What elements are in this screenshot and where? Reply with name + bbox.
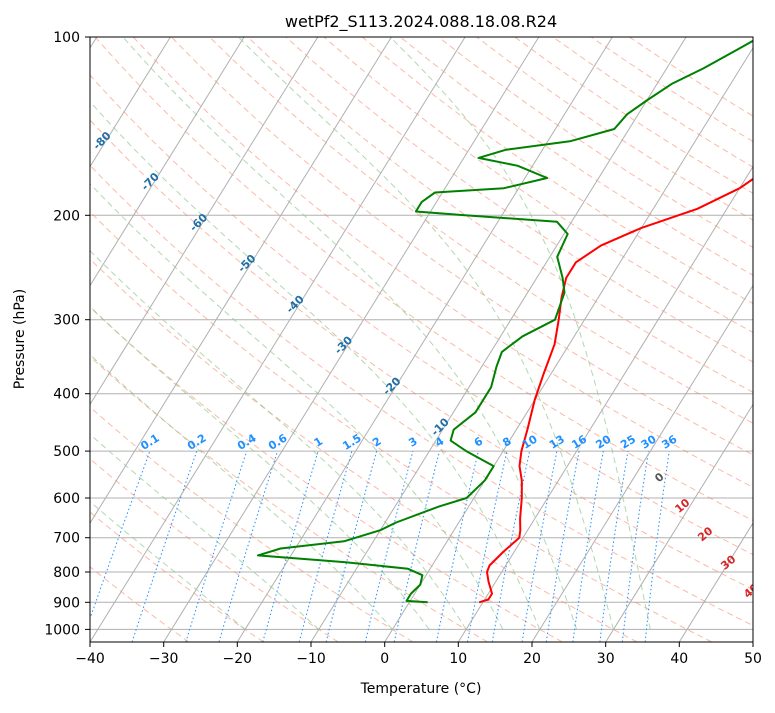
y-tick-label: 400 [53,387,80,403]
y-tick-label: 900 [53,595,80,611]
y-tick-label: 300 [53,313,80,329]
x-tick-label: −40 [75,651,105,667]
y-tick-label: 200 [53,208,80,224]
y-tick-label: 500 [53,444,80,460]
x-axis-label: Temperature (°C) [360,681,482,697]
y-tick-label: 600 [53,491,80,507]
x-tick-label: −20 [223,651,253,667]
x-tick-label: 10 [449,651,467,667]
y-tick-label: 700 [53,531,80,547]
y-tick-label: 800 [53,565,80,581]
x-tick-label: 40 [670,651,688,667]
y-tick-label: 1000 [44,622,80,638]
x-tick-label: 30 [597,651,615,667]
x-tick-label: 0 [380,651,389,667]
y-tick-label: 100 [53,30,80,46]
y-axis-label: Pressure (hPa) [12,289,28,389]
x-tick-label: −10 [296,651,326,667]
x-tick-label: 20 [523,651,541,667]
chart-title: wetPf2_S113.2024.088.18.08.R24 [285,12,557,32]
x-tick-label: 50 [744,651,762,667]
x-tick-label: −30 [149,651,179,667]
